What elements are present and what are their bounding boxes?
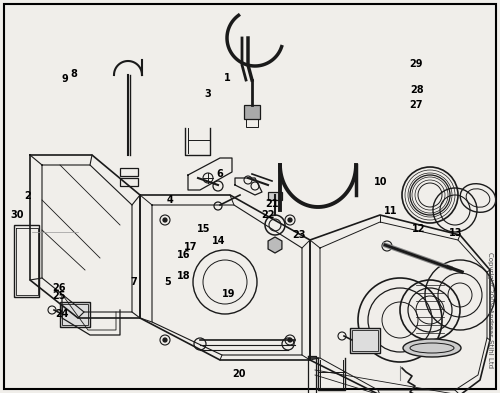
Text: 15: 15 bbox=[197, 224, 211, 234]
Text: 20: 20 bbox=[232, 369, 246, 379]
Text: 24: 24 bbox=[56, 309, 69, 319]
Text: 10: 10 bbox=[374, 176, 388, 187]
Text: 12: 12 bbox=[412, 224, 426, 234]
Bar bbox=[14, 225, 39, 297]
Text: 7: 7 bbox=[130, 277, 138, 287]
Text: 3: 3 bbox=[204, 88, 211, 99]
Text: 6: 6 bbox=[216, 169, 224, 179]
Text: 25: 25 bbox=[52, 290, 66, 301]
Bar bbox=[352, 330, 378, 351]
Text: 8: 8 bbox=[70, 69, 78, 79]
Bar bbox=[268, 192, 282, 200]
Text: 1: 1 bbox=[224, 73, 231, 83]
Circle shape bbox=[288, 338, 292, 342]
Text: 26: 26 bbox=[52, 283, 66, 293]
Bar bbox=[246, 119, 258, 127]
Text: 9: 9 bbox=[62, 74, 68, 84]
Text: 30: 30 bbox=[11, 210, 24, 220]
Text: 19: 19 bbox=[222, 289, 236, 299]
Text: 16: 16 bbox=[177, 250, 191, 260]
Bar bbox=[244, 105, 260, 119]
Bar bbox=[120, 178, 138, 186]
Text: 18: 18 bbox=[177, 271, 191, 281]
Text: Copyright 2009 Andreas Stihl Ltd: Copyright 2009 Andreas Stihl Ltd bbox=[487, 252, 493, 368]
Text: 29: 29 bbox=[409, 59, 423, 69]
Text: 2: 2 bbox=[24, 191, 31, 201]
Circle shape bbox=[288, 218, 292, 222]
Text: 11: 11 bbox=[384, 206, 398, 217]
Text: 17: 17 bbox=[184, 242, 198, 252]
Bar bbox=[60, 302, 90, 327]
Text: 27: 27 bbox=[409, 100, 423, 110]
Circle shape bbox=[163, 338, 167, 342]
Text: 4: 4 bbox=[166, 195, 173, 205]
Bar bbox=[120, 168, 138, 176]
Text: 14: 14 bbox=[212, 235, 226, 246]
Text: 13: 13 bbox=[449, 228, 463, 238]
Bar bbox=[62, 304, 88, 325]
Text: 22: 22 bbox=[261, 210, 274, 220]
Circle shape bbox=[163, 218, 167, 222]
Bar bbox=[350, 328, 380, 353]
Ellipse shape bbox=[403, 339, 461, 357]
Text: 21: 21 bbox=[266, 198, 279, 209]
Text: 5: 5 bbox=[164, 277, 171, 287]
Text: 28: 28 bbox=[410, 84, 424, 95]
Text: 23: 23 bbox=[292, 230, 306, 240]
